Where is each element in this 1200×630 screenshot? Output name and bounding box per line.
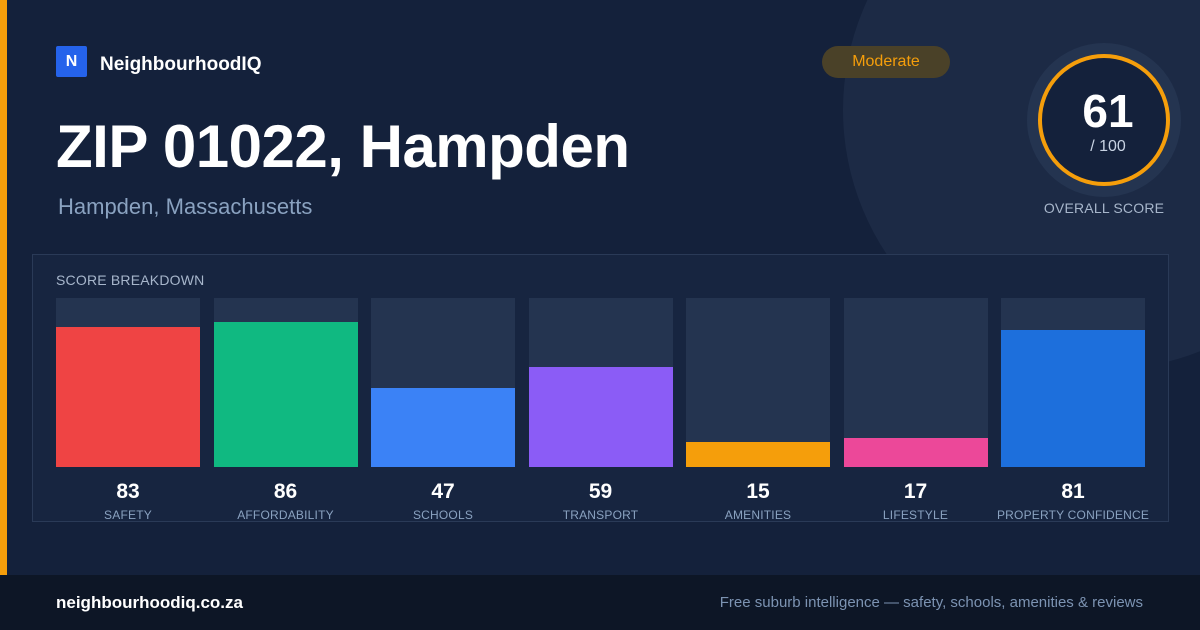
bar-label: SCHOOLS <box>412 508 474 522</box>
score-bar-amenities: 15 AMENITIES <box>686 298 830 522</box>
overall-score-label: OVERALL SCORE <box>1043 200 1165 216</box>
page-title: ZIP 01022, Hampden <box>56 113 630 180</box>
score-breakdown-panel: SCORE BREAKDOWN 83 SAFETY 86 AFFORDABILITY 4… <box>32 254 1169 522</box>
brand: N NeighbourhoodIQ <box>56 46 261 77</box>
accent-strip <box>0 0 7 575</box>
bar-value: 83 <box>116 480 140 503</box>
bar-track <box>1001 298 1145 467</box>
score-bar-safety: 83 SAFETY <box>56 298 200 522</box>
bar-value: 15 <box>746 480 770 503</box>
score-ring-progress: 61 / 100 <box>1038 54 1170 186</box>
breakdown-title: SCORE BREAKDOWN <box>56 272 205 288</box>
bar-track <box>528 298 673 467</box>
footer-tagline: Free suburb intelligence — safety, schoo… <box>719 594 1143 611</box>
score-bar-affordability: 86 AFFORDABILITY <box>213 298 358 522</box>
bar-track <box>843 298 988 467</box>
bar-track <box>371 298 515 467</box>
bar-label: TRANSPORT <box>562 508 639 522</box>
bar-label: SAFETY <box>104 508 152 522</box>
overall-score-ring: 61 / 100 <box>1027 43 1181 197</box>
score-bar-property-confidence: 81 PROPERTY CONFIDENCE <box>997 298 1149 522</box>
bar-value: 81 <box>1061 480 1085 503</box>
bar-value: 86 <box>273 480 298 503</box>
bar-fill <box>1001 330 1145 467</box>
bar-value: 59 <box>588 480 613 503</box>
bar-label: AFFORDABILITY <box>237 508 334 522</box>
bar-value: 17 <box>903 480 928 503</box>
score-bar-schools: 47 SCHOOLS <box>371 298 515 522</box>
bar-label: AMENITIES <box>724 508 792 522</box>
bar-track <box>686 298 830 467</box>
overall-score-value: 61 <box>1082 85 1134 137</box>
bar-fill <box>213 322 358 467</box>
bar-value: 47 <box>431 480 455 503</box>
bar-fill <box>371 388 515 467</box>
bar-fill <box>686 442 830 467</box>
bar-label: LIFESTYLE <box>882 508 949 522</box>
brand-logo-icon: N <box>56 46 87 77</box>
bar-fill <box>843 438 988 467</box>
footer-domain: neighbourhoodiq.co.za <box>56 593 243 612</box>
bar-fill <box>56 327 200 467</box>
overall-score-max: / 100 <box>1090 138 1126 155</box>
brand-name: NeighbourhoodIQ <box>100 53 262 75</box>
bar-track <box>56 298 200 467</box>
rating-badge: Moderate <box>822 46 950 78</box>
location-subtitle: Hampden, Massachusetts <box>58 194 313 219</box>
bar-track <box>213 298 358 467</box>
bar-label: PROPERTY CONFIDENCE <box>996 508 1150 522</box>
score-bar-transport: 59 TRANSPORT <box>528 298 673 522</box>
footer: neighbourhoodiq.co.za Free suburb intell… <box>0 575 1200 630</box>
bar-fill <box>528 367 673 467</box>
breakdown-bars: 83 SAFETY 86 AFFORDABILITY 47 SCHOOLS 59 TRANSP… <box>56 298 1149 522</box>
score-bar-lifestyle: 17 LIFESTYLE <box>843 298 988 522</box>
